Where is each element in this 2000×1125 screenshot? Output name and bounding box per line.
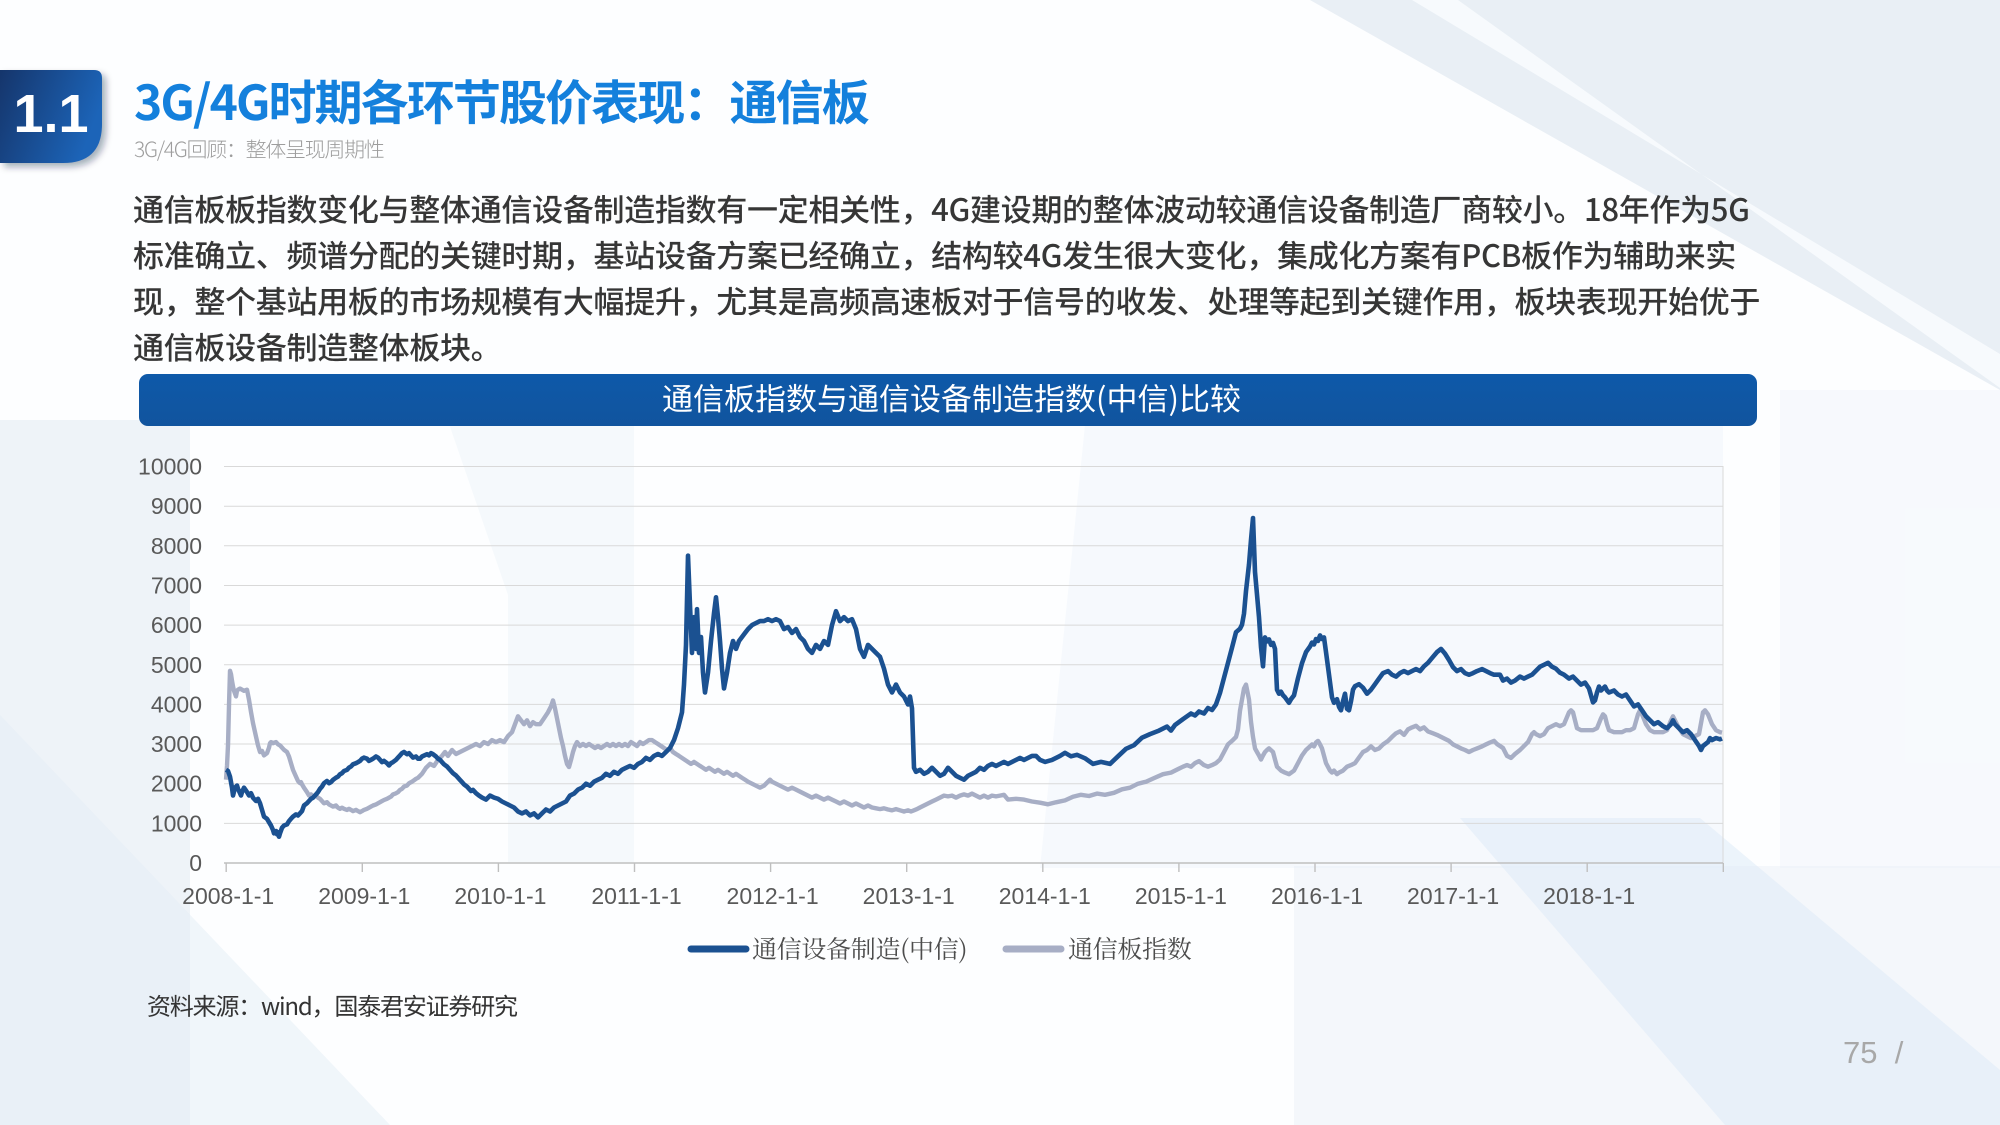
svg-text:2017-1-1: 2017-1-1 — [1407, 883, 1499, 909]
svg-text:4000: 4000 — [151, 691, 202, 717]
svg-text:8000: 8000 — [151, 533, 202, 559]
svg-text:2015-1-1: 2015-1-1 — [1135, 883, 1227, 909]
svg-text:2008-1-1: 2008-1-1 — [182, 883, 274, 909]
svg-text:2014-1-1: 2014-1-1 — [999, 883, 1091, 909]
svg-text:75 /: 75 / — [1843, 1035, 1904, 1070]
svg-text:2018-1-1: 2018-1-1 — [1543, 883, 1635, 909]
svg-text:3000: 3000 — [151, 731, 202, 757]
svg-text:2010-1-1: 2010-1-1 — [454, 883, 546, 909]
svg-text:6000: 6000 — [151, 612, 202, 638]
svg-text:5000: 5000 — [151, 652, 202, 678]
svg-text:2009-1-1: 2009-1-1 — [318, 883, 410, 909]
svg-text:2013-1-1: 2013-1-1 — [863, 883, 955, 909]
svg-text:10000: 10000 — [138, 454, 202, 480]
svg-text:2016-1-1: 2016-1-1 — [1271, 883, 1363, 909]
svg-text:1000: 1000 — [151, 810, 202, 836]
svg-text:2011-1-1: 2011-1-1 — [591, 883, 681, 909]
svg-text:1.1: 1.1 — [13, 84, 88, 144]
svg-text:9000: 9000 — [151, 493, 202, 519]
svg-text:2012-1-1: 2012-1-1 — [727, 883, 819, 909]
svg-text:2000: 2000 — [151, 771, 202, 797]
svg-text:0: 0 — [189, 850, 202, 876]
svg-text:7000: 7000 — [151, 573, 202, 599]
